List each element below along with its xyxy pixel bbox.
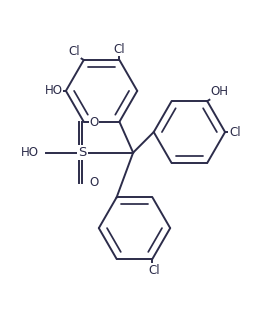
Text: HO: HO	[20, 146, 38, 159]
Text: S: S	[78, 146, 87, 159]
Text: Cl: Cl	[148, 264, 160, 277]
Text: O: O	[89, 116, 99, 129]
Text: Cl: Cl	[69, 45, 80, 58]
Text: Cl: Cl	[229, 126, 241, 138]
Text: Cl: Cl	[114, 43, 125, 56]
Text: HO: HO	[45, 85, 63, 97]
Text: OH: OH	[211, 85, 228, 99]
Text: O: O	[89, 176, 99, 189]
